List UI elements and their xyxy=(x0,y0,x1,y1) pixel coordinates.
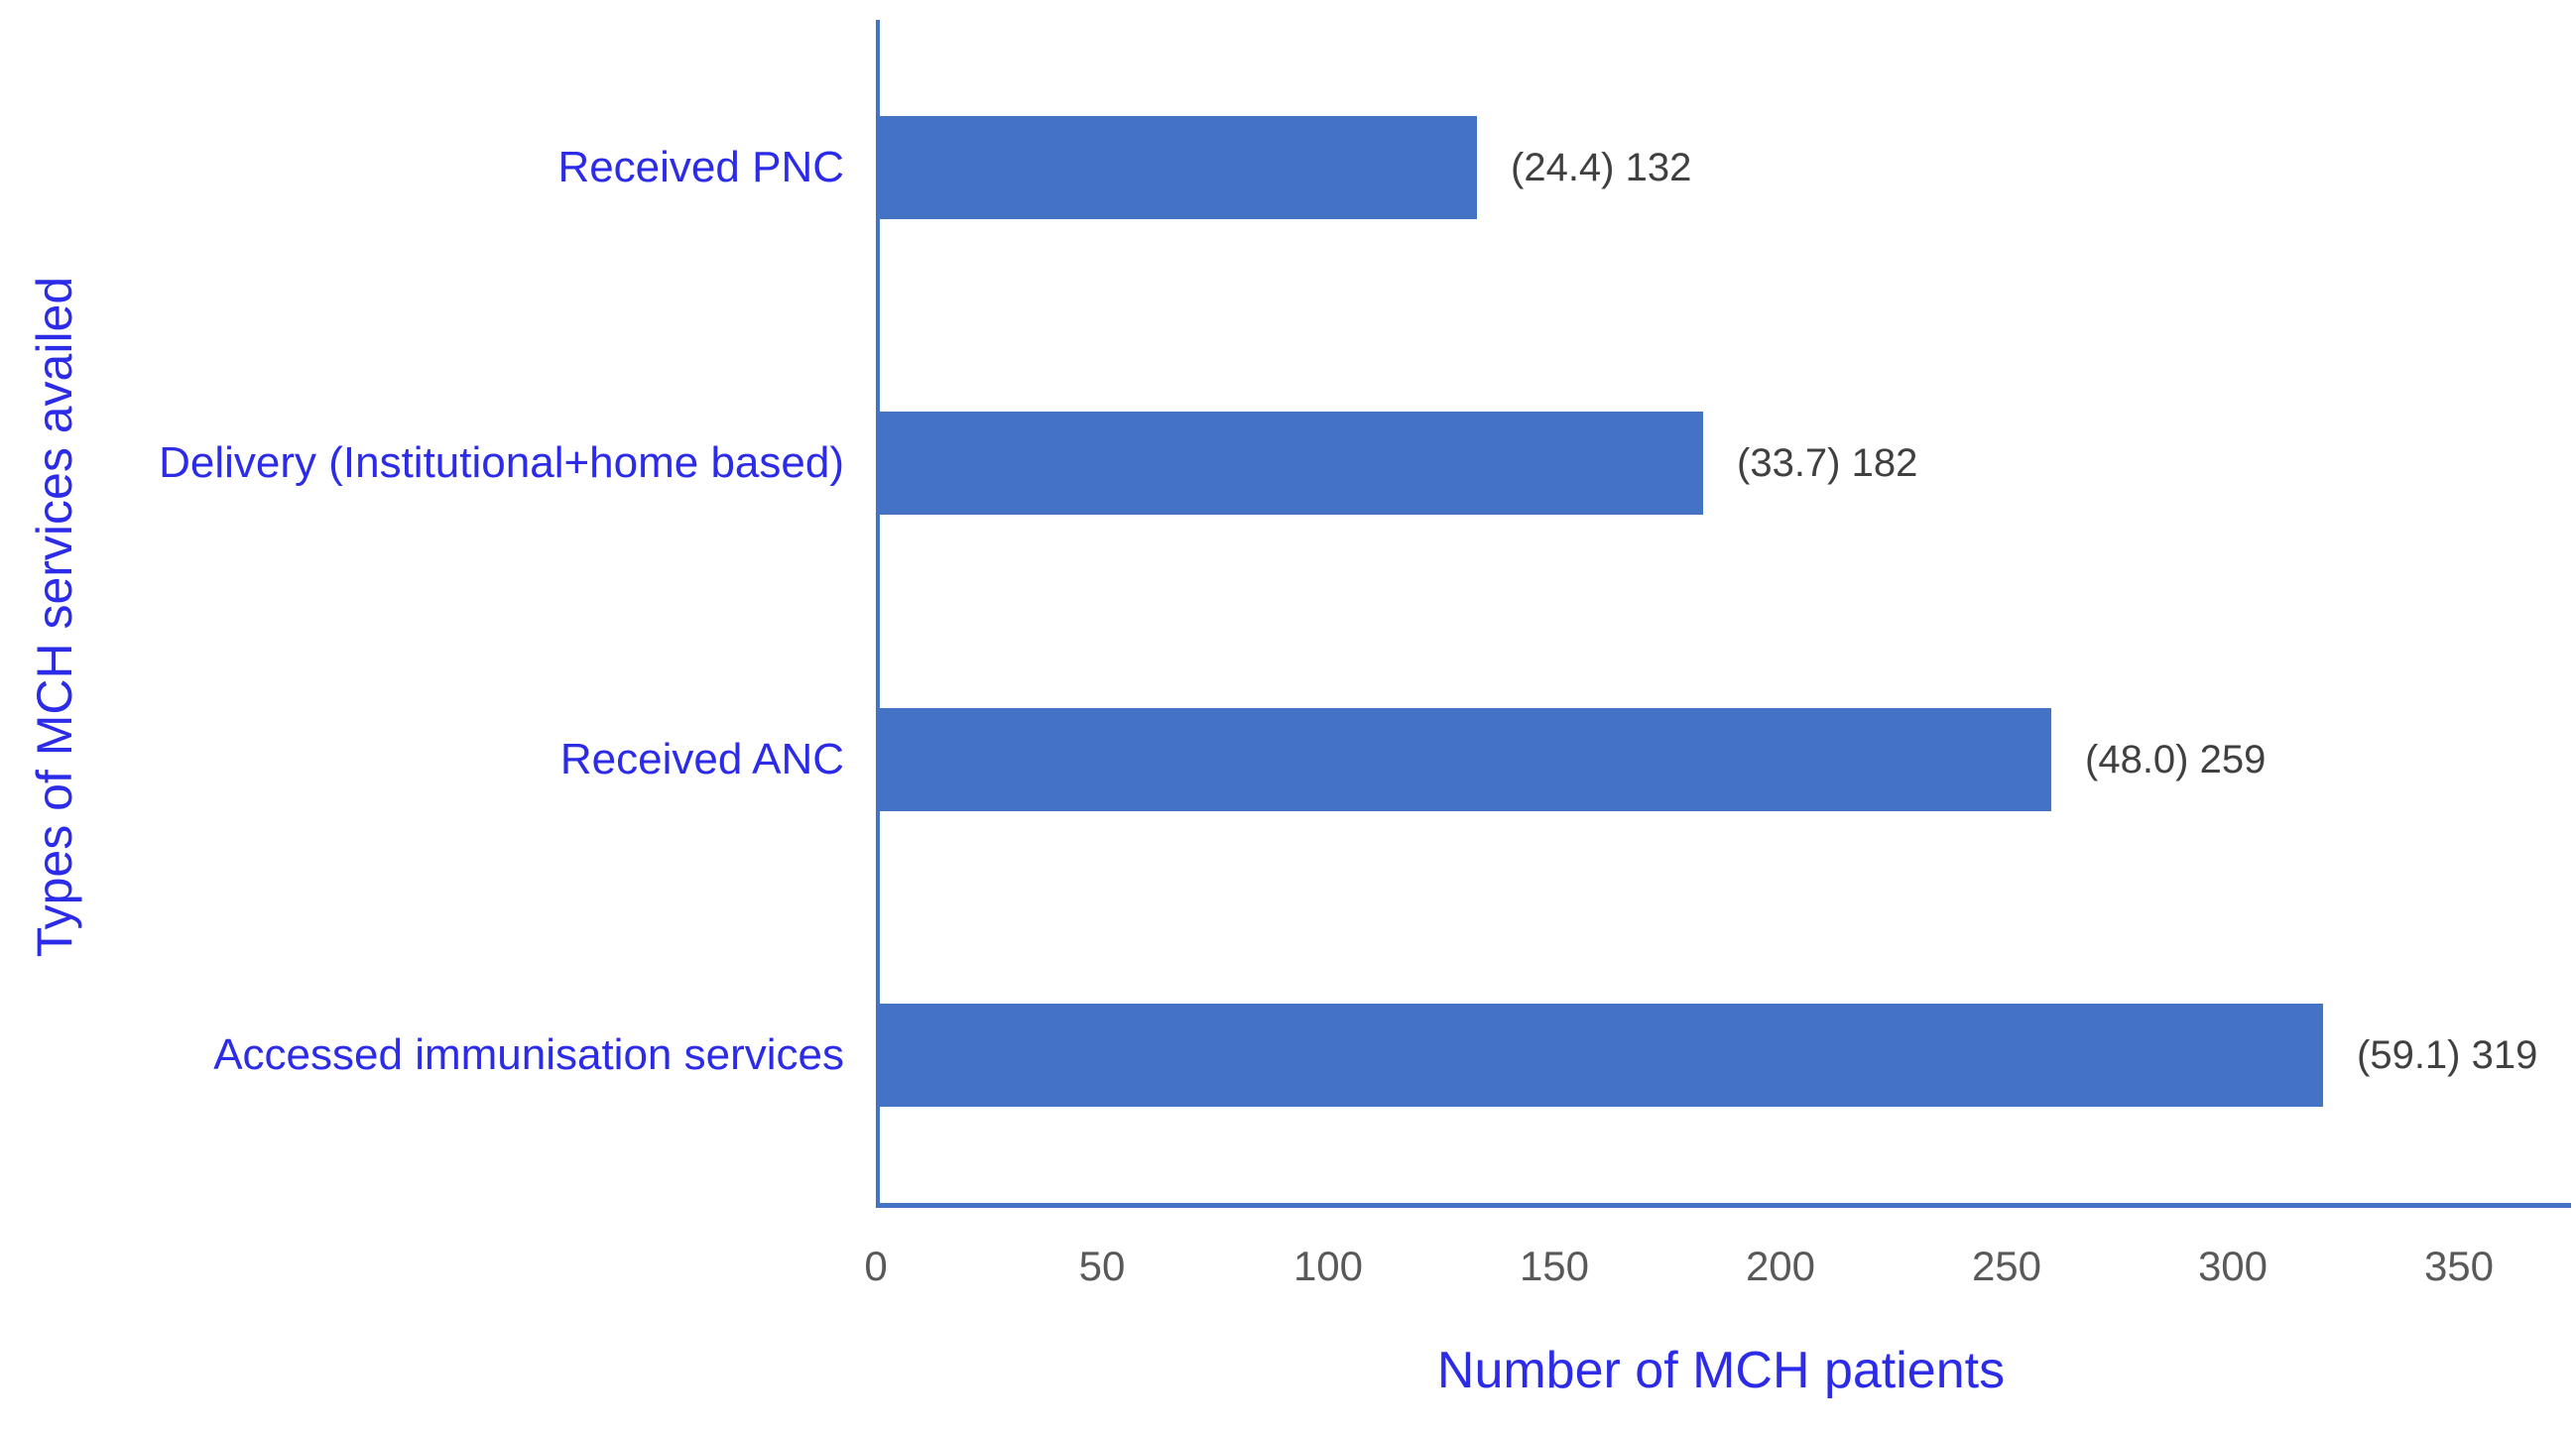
x-tick-label: 50 xyxy=(1078,1243,1126,1289)
bar-data-label: (33.7) 182 xyxy=(1737,441,1918,486)
y-axis-title: Types of MCH services availed xyxy=(27,276,82,958)
x-tick-label: 100 xyxy=(1292,1243,1364,1289)
x-tick-label: 350 xyxy=(2423,1243,2495,1289)
bar-data-label: (59.1) 319 xyxy=(2357,1032,2538,1077)
category-label: Received PNC xyxy=(557,143,844,192)
bar-4 xyxy=(880,1003,2323,1107)
category-label: Delivery (Institutional+home based) xyxy=(159,438,844,488)
bar-data-label: (48.0) 259 xyxy=(2085,737,2267,781)
bar-3 xyxy=(880,707,2051,811)
bar-1 xyxy=(880,116,1477,220)
x-axis-title: Number of MCH patients xyxy=(1436,1342,2006,1399)
x-tick-label: 200 xyxy=(1745,1243,1816,1289)
plot-area: (24.4) 132 (33.7) 182 (48.0) 259 (59.1) 319 xyxy=(876,20,2571,1208)
category-label: Received ANC xyxy=(559,734,844,783)
x-tick-label: 0 xyxy=(864,1243,888,1289)
x-tick-label: 150 xyxy=(1519,1243,1590,1289)
x-tick-label: 250 xyxy=(1971,1243,2042,1289)
category-label: Accessed immunisation services xyxy=(213,1029,844,1079)
bar-2 xyxy=(880,412,1703,516)
bar-data-label: (24.4) 132 xyxy=(1511,146,1692,190)
x-tick-label: 300 xyxy=(2197,1243,2269,1289)
